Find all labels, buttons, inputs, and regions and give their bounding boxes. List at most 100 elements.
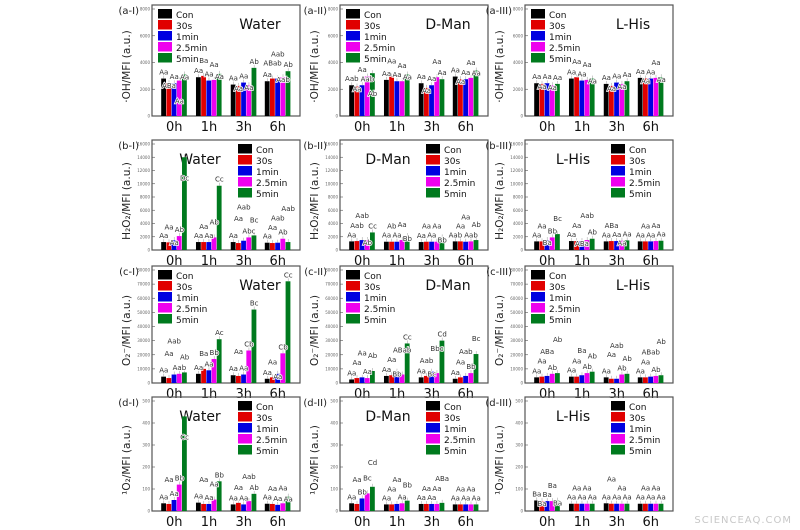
significance-label: Ba bbox=[537, 500, 546, 508]
significance-label: ABa bbox=[435, 475, 449, 483]
significance-label: Aa bbox=[358, 349, 367, 357]
legend-label: 1min bbox=[629, 168, 652, 178]
significance-label: Aa bbox=[273, 373, 282, 381]
y-tick-label: 8000 bbox=[140, 7, 151, 12]
y-tick-label: 0 bbox=[147, 114, 150, 119]
legend-swatch bbox=[611, 177, 625, 187]
bar-30s-0h bbox=[539, 241, 545, 250]
legend-swatch bbox=[238, 445, 252, 455]
significance-label: Ab bbox=[210, 218, 220, 226]
significance-label: Aab bbox=[281, 205, 295, 213]
legend-label: 2.5min bbox=[256, 436, 287, 446]
bar-5min-6h bbox=[285, 496, 291, 511]
bar-Con-3h bbox=[603, 241, 609, 250]
significance-label: Aa bbox=[170, 239, 179, 247]
bar-Con-0h bbox=[349, 503, 354, 511]
significance-label: Ba bbox=[543, 239, 552, 247]
y-tick-label: 20000 bbox=[325, 352, 338, 357]
significance-label: Aa bbox=[572, 58, 581, 66]
significance-label: Aa bbox=[432, 223, 441, 231]
bar-1min-0h bbox=[359, 240, 365, 250]
significance-label: Aa bbox=[263, 494, 272, 502]
y-axis-label: ¹O₂/MFI (a.u.) bbox=[309, 425, 321, 495]
y-tick-label: 50000 bbox=[137, 310, 150, 315]
legend-label: 30s bbox=[629, 414, 645, 424]
legend-swatch bbox=[158, 20, 172, 30]
significance-label: Aa bbox=[472, 494, 481, 502]
significance-label: Ab bbox=[583, 363, 593, 371]
significance-label: Aa bbox=[170, 73, 179, 81]
significance-label: Bb bbox=[175, 475, 185, 483]
x-tick-label: 1h bbox=[574, 254, 591, 269]
bar-Con-0h bbox=[534, 377, 539, 383]
y-tick-label: 0 bbox=[147, 509, 150, 514]
panel-title: Water bbox=[179, 409, 221, 425]
significance-label: Ab bbox=[588, 229, 598, 237]
significance-label: Aa bbox=[398, 493, 407, 501]
bar-5min-0h bbox=[182, 416, 187, 511]
bar-2.5min-3h bbox=[434, 241, 440, 250]
bar-1min-1h bbox=[394, 81, 400, 116]
bar-30s-6h bbox=[643, 503, 648, 511]
panel-title: L-His bbox=[556, 152, 590, 168]
bar-2.5min-3h bbox=[434, 77, 440, 116]
y-tick-label: 0 bbox=[335, 114, 338, 119]
significance-label: Aa bbox=[636, 231, 645, 239]
bar-30s-1h bbox=[201, 242, 206, 250]
significance-label: Aa bbox=[210, 481, 219, 489]
significance-label: Aa bbox=[239, 365, 248, 373]
bar-Con-6h bbox=[452, 378, 458, 383]
bar-30s-6h bbox=[643, 78, 648, 116]
legend-label: 5min bbox=[256, 190, 279, 200]
significance-label: Ab bbox=[548, 364, 558, 372]
bar-Con-3h bbox=[230, 375, 236, 383]
bar-5min-1h bbox=[589, 238, 595, 250]
significance-label: Aab bbox=[459, 348, 473, 356]
bar-1min-3h bbox=[614, 503, 619, 511]
y-tick-label: 2000 bbox=[328, 87, 339, 92]
panel-title: L-His bbox=[616, 278, 650, 294]
bar-Con-1h bbox=[383, 504, 389, 511]
legend-swatch bbox=[426, 166, 440, 176]
bar-5min-0h bbox=[555, 234, 560, 250]
legend-label: 1min bbox=[549, 33, 572, 43]
legend-label: Con bbox=[256, 146, 274, 156]
x-tick-label: 1h bbox=[389, 515, 406, 530]
bar-5min-3h bbox=[624, 240, 630, 250]
significance-label: Aa bbox=[204, 494, 213, 502]
y-tick-label: 80000 bbox=[137, 268, 150, 273]
legend-swatch bbox=[426, 177, 440, 187]
x-tick-label: 6h bbox=[458, 387, 475, 402]
significance-label: Aa bbox=[204, 71, 213, 79]
significance-label: Aab bbox=[420, 357, 434, 365]
bar-2.5min-0h bbox=[364, 76, 370, 116]
y-tick-label: 0 bbox=[335, 381, 338, 386]
bar-2.5min-3h bbox=[619, 240, 625, 250]
bar-5min-1h bbox=[404, 236, 410, 250]
y-axis-label: ·OH/MFI (a.u.) bbox=[121, 30, 133, 103]
bar-Con-0h bbox=[349, 241, 354, 250]
bar-Con-1h bbox=[568, 503, 574, 511]
y-tick-label: 8000 bbox=[328, 7, 339, 12]
significance-label: Aa bbox=[623, 494, 632, 502]
legend-swatch bbox=[531, 20, 545, 30]
y-tick-label: 14000 bbox=[137, 155, 150, 160]
bar-Con-6h bbox=[452, 241, 458, 250]
significance-label: Aa bbox=[215, 73, 224, 81]
bar-Con-1h bbox=[195, 373, 201, 383]
y-tick-label: 100 bbox=[330, 487, 338, 492]
significance-label: Aa bbox=[164, 223, 173, 231]
bar-30s-0h bbox=[166, 83, 172, 116]
bar-Con-0h bbox=[534, 241, 539, 250]
legend-label: Con bbox=[549, 272, 567, 282]
bar-2.5min-0h bbox=[364, 493, 370, 511]
legend-swatch bbox=[426, 423, 440, 433]
significance-label: Aa bbox=[617, 83, 626, 91]
bar-30s-6h bbox=[270, 503, 275, 511]
y-tick-label: 500 bbox=[515, 399, 523, 404]
y-tick-label: 4000 bbox=[513, 221, 524, 226]
significance-label: Aa bbox=[229, 75, 238, 83]
bar-5min-1h bbox=[216, 481, 222, 511]
legend-swatch bbox=[158, 31, 172, 41]
legend-swatch bbox=[346, 9, 360, 19]
